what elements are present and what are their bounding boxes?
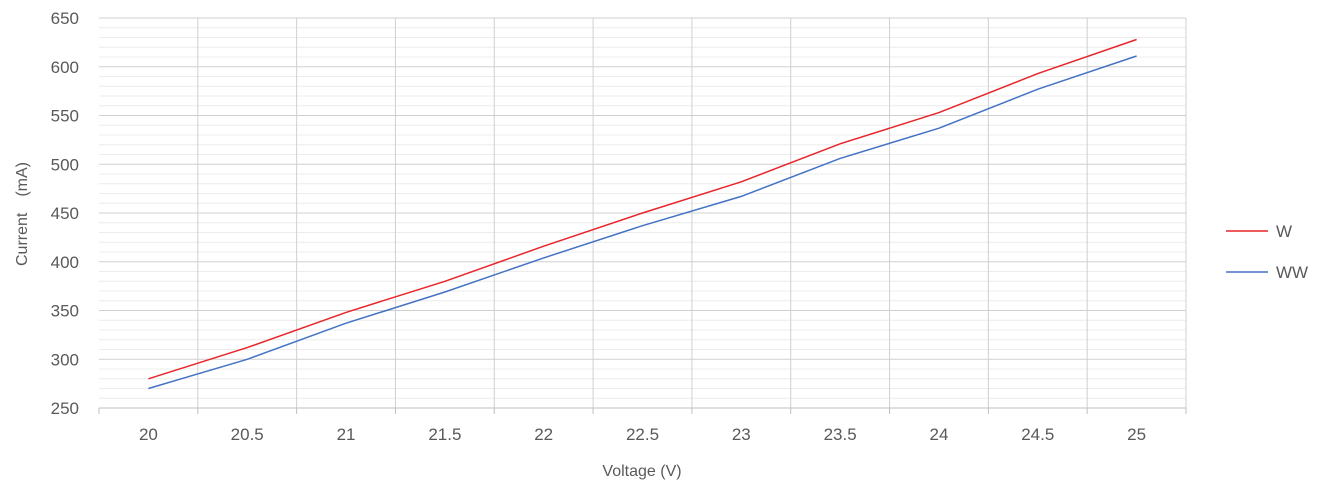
legend-label-ww: WW — [1276, 263, 1308, 282]
y-tick-label: 250 — [51, 399, 79, 418]
x-tick-label: 23.5 — [824, 425, 857, 444]
y-tick-label: 350 — [51, 302, 79, 321]
x-tick-label: 20.5 — [231, 425, 264, 444]
x-tick-label: 25 — [1127, 425, 1146, 444]
y-axis-title: Current (mA) — [14, 162, 31, 266]
legend: WWW — [1226, 222, 1308, 282]
series-line-ww — [148, 55, 1137, 390]
x-tick-label: 20 — [139, 425, 158, 444]
y-tick-label: 500 — [51, 155, 79, 174]
x-tick-label: 23 — [732, 425, 751, 444]
y-tick-label: 400 — [51, 253, 79, 272]
x-axis-tick-labels: 20 20.5 21 21.5 22 22.5 23 23.5 24 24.5 25 — [139, 425, 1146, 444]
minor-gridlines — [99, 27, 1186, 399]
x-axis-title: Voltage (V) — [602, 463, 681, 480]
y-tick-label: 600 — [51, 58, 79, 77]
y-tick-label: 450 — [51, 204, 79, 223]
y-tick-label: 650 — [51, 9, 79, 28]
series-lines — [148, 38, 1137, 390]
y-axis-tick-labels: 250 300 350 400 450 500 550 600 650 — [51, 9, 79, 418]
x-tick-label: 24 — [929, 425, 948, 444]
x-tick-label: 22 — [534, 425, 553, 444]
y-tick-label: 300 — [51, 350, 79, 369]
major-gridlines — [99, 17, 1187, 408]
axes — [98, 407, 1187, 414]
x-tick-label: 21.5 — [428, 425, 461, 444]
x-tick-label: 21 — [337, 425, 356, 444]
legend-label-w: W — [1276, 222, 1292, 241]
x-tick-label: 24.5 — [1021, 425, 1054, 444]
y-tick-label: 550 — [51, 107, 79, 126]
series-line-w — [148, 38, 1137, 380]
x-tick-label: 22.5 — [626, 425, 659, 444]
